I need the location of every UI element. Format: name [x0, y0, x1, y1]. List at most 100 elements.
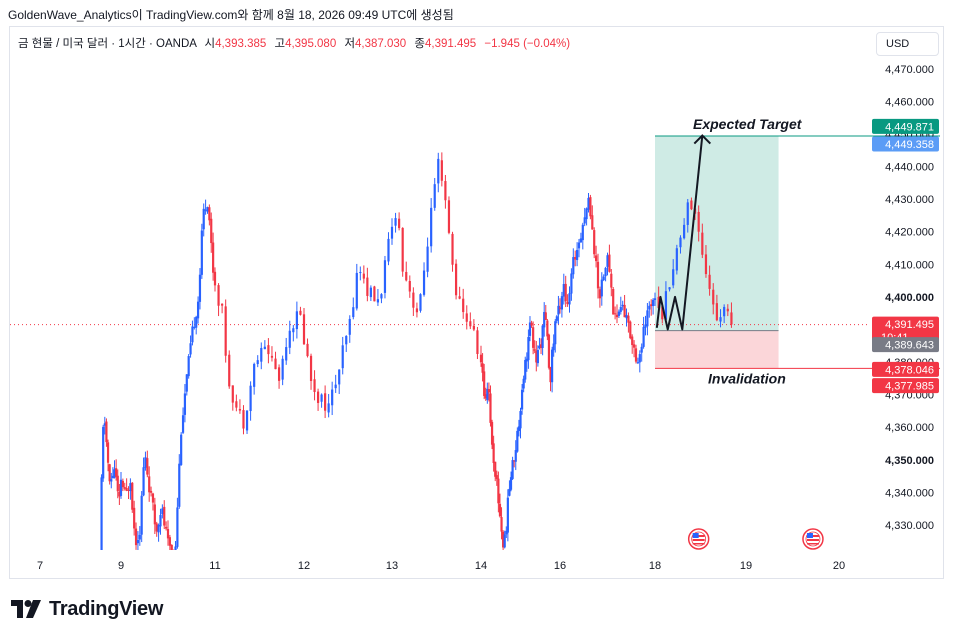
- candle-body[interactable]: [118, 492, 121, 497]
- candle-body[interactable]: [277, 367, 281, 381]
- candle-body[interactable]: [625, 314, 628, 319]
- candle-body[interactable]: [444, 181, 447, 201]
- candle-body[interactable]: [513, 460, 516, 462]
- candle-body[interactable]: [596, 261, 600, 289]
- candle-body[interactable]: [299, 310, 302, 315]
- candle-body[interactable]: [140, 495, 143, 535]
- candle-body[interactable]: [458, 296, 461, 299]
- candle-body[interactable]: [489, 393, 492, 423]
- candle-body[interactable]: [341, 345, 344, 369]
- candle-body[interactable]: [178, 463, 181, 507]
- candle-body[interactable]: [555, 316, 558, 321]
- candle-body[interactable]: [394, 218, 397, 226]
- candle-body[interactable]: [547, 334, 551, 368]
- candle-body[interactable]: [202, 208, 205, 230]
- candle-body[interactable]: [242, 410, 245, 429]
- candle-body[interactable]: [161, 508, 164, 515]
- candle-body[interactable]: [704, 254, 708, 275]
- candle-body[interactable]: [631, 336, 634, 346]
- candle-body[interactable]: [591, 215, 594, 230]
- candle-body[interactable]: [183, 393, 187, 415]
- candle-body[interactable]: [465, 313, 468, 322]
- candle-body[interactable]: [193, 326, 196, 328]
- candle-body[interactable]: [577, 242, 581, 249]
- candle-body[interactable]: [615, 314, 619, 318]
- candle-body[interactable]: [730, 312, 733, 325]
- candle-body[interactable]: [642, 326, 645, 347]
- candle-body[interactable]: [602, 276, 605, 281]
- candle-body[interactable]: [492, 443, 495, 464]
- candle-body[interactable]: [519, 411, 522, 429]
- candle-body[interactable]: [508, 488, 511, 496]
- candle-body[interactable]: [256, 360, 259, 365]
- candle-body[interactable]: [552, 343, 555, 351]
- candle-body[interactable]: [208, 207, 211, 221]
- candle-body[interactable]: [497, 478, 500, 504]
- candle-body[interactable]: [355, 272, 358, 309]
- candle-body[interactable]: [437, 158, 440, 184]
- candle-body[interactable]: [149, 490, 153, 493]
- candle-body[interactable]: [224, 306, 227, 356]
- candle-body[interactable]: [174, 546, 177, 553]
- candle-body[interactable]: [136, 539, 140, 544]
- candle-body[interactable]: [701, 232, 704, 255]
- candle-body[interactable]: [245, 410, 249, 431]
- candle-body[interactable]: [383, 260, 387, 293]
- candle-body[interactable]: [362, 273, 365, 279]
- tradingview-logo[interactable]: TradingView: [11, 597, 163, 621]
- candle-body[interactable]: [576, 249, 579, 261]
- candle-body[interactable]: [579, 238, 582, 243]
- candle-body[interactable]: [712, 289, 715, 305]
- symbol-title[interactable]: 금 현물 / 미국 달러 · 1시간 · OANDA: [18, 38, 197, 50]
- candle-body[interactable]: [675, 248, 678, 271]
- candle-body[interactable]: [327, 403, 330, 413]
- candle-body[interactable]: [634, 348, 638, 362]
- candle-body[interactable]: [102, 426, 105, 479]
- candle-body[interactable]: [204, 209, 207, 211]
- candle-body[interactable]: [108, 464, 111, 482]
- candle-body[interactable]: [430, 207, 433, 247]
- candle-body[interactable]: [636, 362, 639, 364]
- candle-body[interactable]: [511, 460, 514, 479]
- candle-body[interactable]: [644, 324, 647, 328]
- candle-body[interactable]: [621, 304, 624, 307]
- candle-body[interactable]: [536, 349, 539, 364]
- candle-body[interactable]: [447, 200, 451, 233]
- candle-body[interactable]: [412, 292, 415, 308]
- candle-body[interactable]: [581, 224, 584, 241]
- candle-body[interactable]: [509, 477, 513, 490]
- candle-body[interactable]: [155, 523, 158, 532]
- candle-body[interactable]: [163, 506, 166, 526]
- candle-body[interactable]: [415, 308, 419, 313]
- candle-body[interactable]: [119, 479, 123, 496]
- candle-body[interactable]: [153, 504, 156, 525]
- candle-body[interactable]: [481, 363, 484, 373]
- candle-body[interactable]: [111, 475, 114, 479]
- candle-body[interactable]: [557, 305, 560, 315]
- candle-body[interactable]: [115, 468, 118, 477]
- candle-body[interactable]: [422, 270, 426, 295]
- candle-body[interactable]: [373, 286, 376, 302]
- candle-body[interactable]: [661, 306, 664, 320]
- candle-body[interactable]: [606, 255, 609, 267]
- candle-body[interactable]: [369, 287, 372, 298]
- candle-body[interactable]: [196, 301, 200, 319]
- candle-body[interactable]: [546, 320, 549, 337]
- candle-body[interactable]: [598, 289, 601, 299]
- candle-body[interactable]: [274, 358, 277, 370]
- candle-body[interactable]: [533, 349, 536, 351]
- currency-selector[interactable]: USD: [876, 32, 939, 56]
- candle-body[interactable]: [338, 369, 341, 385]
- candle-body[interactable]: [623, 304, 626, 318]
- candle-body[interactable]: [146, 458, 149, 475]
- candle-body[interactable]: [539, 344, 543, 349]
- candle-body[interactable]: [544, 312, 547, 320]
- candle-body[interactable]: [217, 285, 220, 306]
- candle-body[interactable]: [200, 230, 203, 275]
- candle-body[interactable]: [454, 263, 458, 296]
- candle-body[interactable]: [462, 298, 465, 313]
- candle-body[interactable]: [148, 476, 151, 493]
- candle-body[interactable]: [528, 322, 532, 336]
- candle-body[interactable]: [653, 298, 657, 300]
